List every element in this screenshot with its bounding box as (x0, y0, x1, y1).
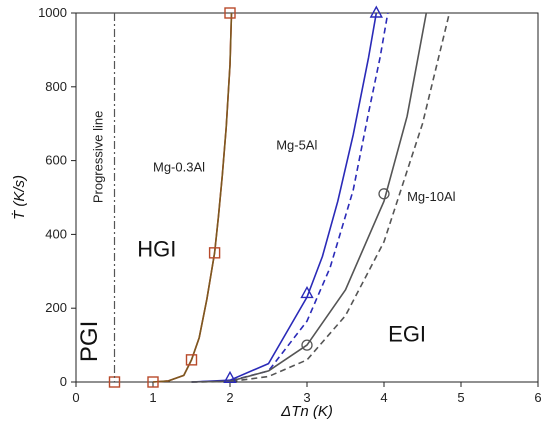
progressive-line-label: Progressive line (91, 111, 106, 204)
y-tick-label: 0 (60, 374, 67, 389)
triangle-marker (369, 5, 383, 18)
series-line (191, 12, 428, 383)
series-lines (152, 12, 451, 383)
y-tick-label: 600 (45, 153, 67, 168)
circle-marker (378, 188, 390, 200)
series-line (152, 12, 233, 383)
series-markers (108, 5, 390, 388)
y-tick-label: 1000 (38, 5, 67, 20)
triangle-marker (300, 285, 314, 299)
series-label: Mg-10Al (407, 189, 456, 204)
x-tick-label: 4 (380, 390, 387, 405)
x-axis-title: ΔTn (K) (280, 403, 333, 420)
region-label: EGI (388, 321, 426, 346)
y-tick-label: 400 (45, 226, 67, 241)
series-line (191, 12, 451, 383)
axis-ticks: 0 1 2 3 4 5 6 0 200 400 600 800 1000 (38, 5, 542, 405)
plot-frame (75, 12, 539, 383)
square-marker (185, 354, 198, 366)
square-marker (147, 376, 159, 388)
x-tick-label: 6 (534, 390, 541, 405)
x-tick-label: 1 (149, 390, 156, 405)
series-label: Mg-0.3Al (153, 160, 205, 175)
square-marker (224, 7, 236, 19)
square-marker (208, 247, 221, 259)
circle-marker (301, 339, 313, 351)
y-tick-label: 800 (45, 79, 67, 94)
region-label: PGI (76, 321, 103, 362)
y-tick-label: 200 (45, 300, 67, 315)
region-label: HGI (137, 237, 176, 262)
plot-border (75, 12, 539, 383)
x-tick-label: 5 (457, 390, 464, 405)
x-tick-label: 3 (303, 390, 310, 405)
series-line (191, 12, 378, 383)
x-tick-label: 0 (72, 390, 79, 405)
x-tick-label: 2 (226, 390, 233, 405)
y-axis-title: Ṫ (K/s) (11, 175, 28, 220)
chart-labels: ΔTn (K) Ṫ (K/s) Progressive line Mg-0.3Al Mg… (11, 13, 456, 420)
triangle-marker (223, 370, 237, 384)
series-label: Mg-5Al (276, 138, 317, 153)
